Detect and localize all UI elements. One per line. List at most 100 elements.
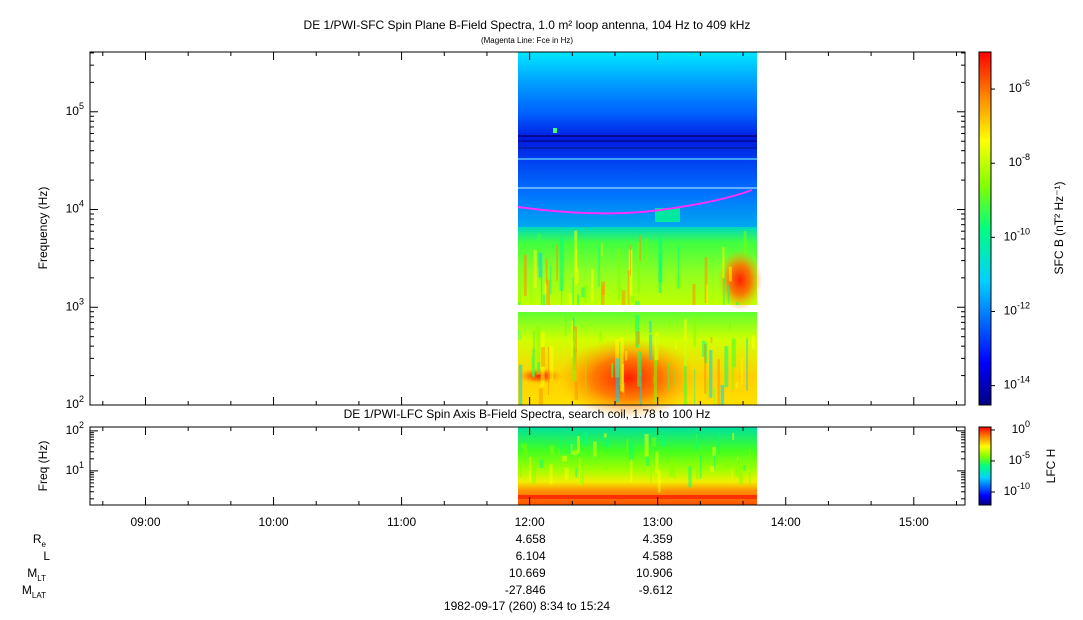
heat-streak xyxy=(538,252,543,278)
heat-streak xyxy=(650,468,652,483)
heat-spot xyxy=(553,128,557,133)
panel-frame xyxy=(89,51,966,406)
heat-streak xyxy=(530,274,532,305)
heat-streak xyxy=(574,381,578,400)
heat-streak xyxy=(630,296,635,303)
heat-streak xyxy=(713,387,716,405)
tick-base: 10 xyxy=(66,202,80,216)
heat-streak xyxy=(696,457,699,480)
heat-streak xyxy=(725,458,730,468)
heat-streak xyxy=(619,342,621,387)
tick-exp: -6 xyxy=(1022,78,1030,88)
heat-streak xyxy=(590,268,594,301)
tick-label: 101 xyxy=(66,460,84,477)
heat-band xyxy=(518,187,757,189)
heat-streak xyxy=(636,301,640,305)
heat-streak xyxy=(727,285,730,304)
heat-streak xyxy=(546,279,550,305)
heat-streak xyxy=(741,358,743,386)
heat-region xyxy=(518,52,757,227)
x-tick-label: 13:00 xyxy=(643,515,673,529)
heat-streak xyxy=(615,358,619,403)
tick-label: 10-5 xyxy=(1009,450,1030,467)
heat-streak xyxy=(661,435,666,447)
heat-streak xyxy=(646,457,650,466)
sfc-spectrogram xyxy=(517,52,762,418)
heat-streak xyxy=(652,376,655,384)
tick-base: 10 xyxy=(66,397,80,411)
heat-streak xyxy=(583,431,589,446)
ephemeris-value: 6.104 xyxy=(516,549,546,563)
heat-streak xyxy=(735,381,738,389)
heat-streak xyxy=(541,347,545,367)
heat-streak xyxy=(738,464,744,485)
tick-label: 10-6 xyxy=(1009,78,1030,95)
heat-streak xyxy=(518,329,521,341)
heat-streak xyxy=(558,449,562,463)
tick-base: 10 xyxy=(66,104,80,118)
heat-streak xyxy=(583,285,588,303)
heat-streak xyxy=(564,467,569,480)
heat-streak xyxy=(709,350,713,398)
heat-band xyxy=(518,147,757,149)
heat-streak xyxy=(571,320,573,358)
heat-streak xyxy=(669,458,674,478)
heat-streak xyxy=(629,244,631,276)
heat-streak xyxy=(736,301,739,305)
ephemeris-value: -9.612 xyxy=(639,583,673,597)
heat-streak xyxy=(658,236,663,283)
heat-streak xyxy=(645,238,647,268)
ephemeris-label: MLT xyxy=(27,566,46,582)
heat-streak xyxy=(523,443,528,455)
heat-streak xyxy=(519,457,522,478)
heat-streak xyxy=(695,435,698,450)
heat-streak xyxy=(728,266,732,282)
heat-streak xyxy=(635,300,637,305)
heat-streak xyxy=(677,245,680,288)
heat-streak xyxy=(539,459,544,469)
heat-streak xyxy=(704,344,707,394)
heat-streak xyxy=(685,383,688,405)
heat-streak xyxy=(598,246,600,288)
heat-streak xyxy=(568,440,574,454)
heat-streak xyxy=(704,257,708,304)
heat-streak xyxy=(684,319,687,367)
heat-streak xyxy=(559,434,562,455)
panel-frame xyxy=(89,426,966,506)
tick-label: 103 xyxy=(66,297,84,314)
heat-streak xyxy=(581,287,585,298)
tick-label: 10-14 xyxy=(1004,375,1030,392)
heat-streak xyxy=(549,464,553,485)
tick-label: 105 xyxy=(66,101,84,118)
tick-exp: 5 xyxy=(79,101,84,111)
heat-streak xyxy=(724,346,729,388)
tick-exp: 1 xyxy=(79,460,84,470)
heat-streak xyxy=(520,443,525,449)
heat-streak xyxy=(622,382,626,399)
heat-streak xyxy=(556,245,559,281)
heat-streak xyxy=(593,441,597,457)
heat-streak xyxy=(575,467,578,478)
heat-streak xyxy=(639,235,641,262)
heat-streak xyxy=(518,266,521,305)
heat-streak xyxy=(626,439,629,452)
tick-label: 10-8 xyxy=(1009,153,1030,170)
heat-streak xyxy=(651,437,657,448)
tick-base: 10 xyxy=(1009,453,1023,467)
heat-band xyxy=(518,135,757,137)
heat-streak xyxy=(655,451,659,474)
heat-streak xyxy=(523,254,527,297)
heat-spot xyxy=(655,208,680,222)
tick-base: 10 xyxy=(1004,378,1018,392)
colorbar-label: LFC H xyxy=(1044,449,1058,484)
heat-streak xyxy=(675,342,677,350)
heat-streak xyxy=(714,454,716,471)
ephemeris-value: -27.846 xyxy=(505,583,546,597)
heat-streak xyxy=(604,433,607,438)
tick-exp: 2 xyxy=(79,394,84,404)
heat-streak xyxy=(653,350,657,402)
x-tick-label: 10:00 xyxy=(259,515,289,529)
heat-streak xyxy=(751,335,755,350)
heat-streak xyxy=(625,351,628,361)
heat-streak xyxy=(611,364,613,376)
